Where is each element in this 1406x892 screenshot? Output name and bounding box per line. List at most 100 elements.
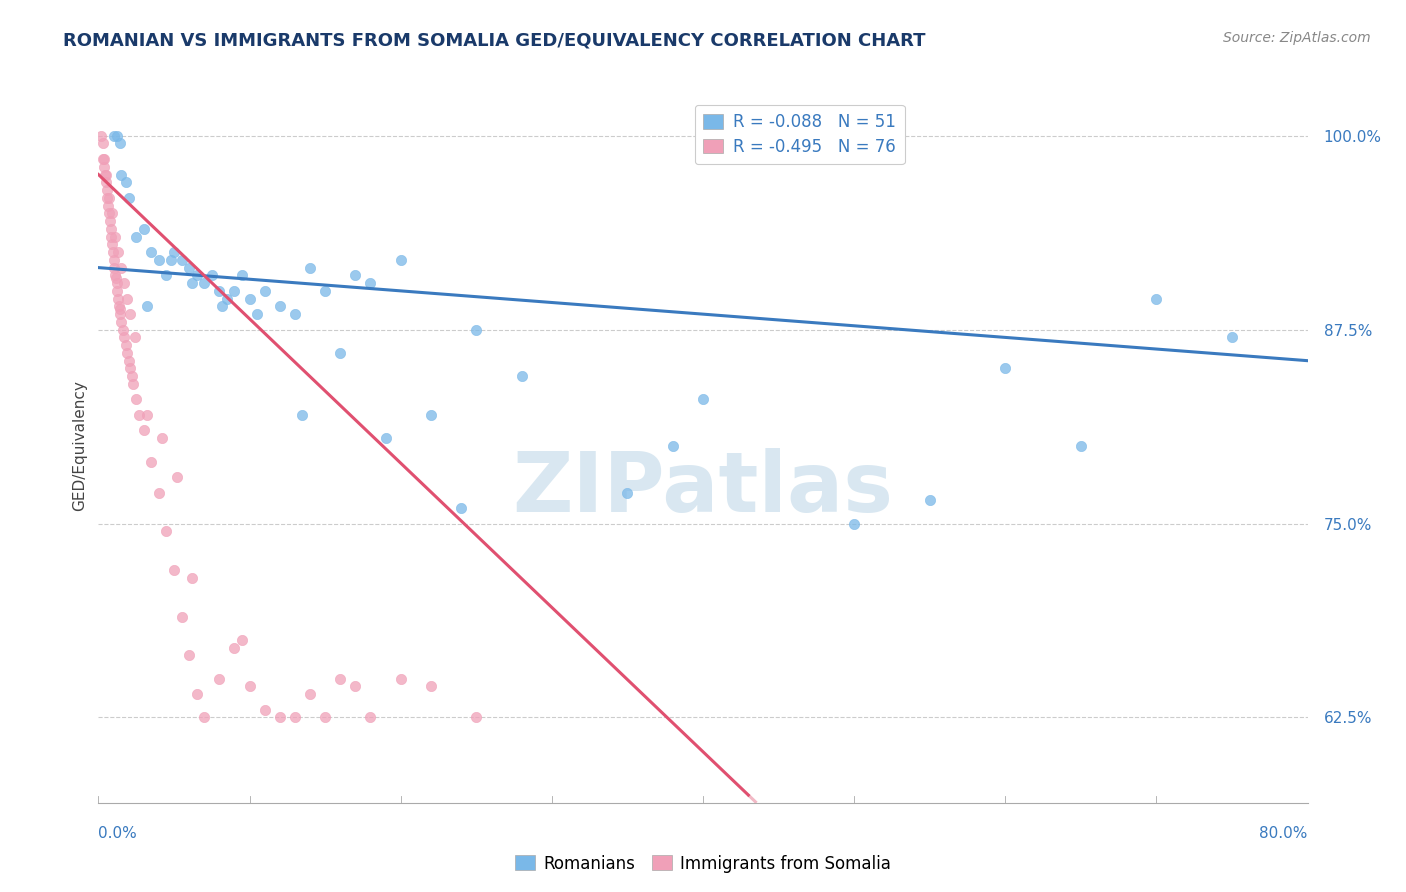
Point (616, 485, 638, 500)
Point (291, 408, 314, 422)
Point (110, 168, 132, 182)
Point (344, 268, 367, 283)
Point (94, 175, 117, 189)
Point (103, 252, 125, 267)
Point (253, 284, 276, 298)
Point (132, 222, 155, 236)
Point (224, 640, 246, 655)
Point (1146, 292, 1168, 306)
Point (141, 454, 163, 468)
Point (155, 268, 177, 283)
Point (103, 128, 125, 143)
Point (91, 152, 114, 166)
Point (91, 136, 114, 151)
Point (98, 206, 121, 220)
Point (110, 260, 132, 275)
Point (661, 439, 683, 453)
Point (125, 392, 148, 407)
Point (103, 260, 125, 275)
Point (120, 361, 142, 376)
Point (208, 284, 231, 298)
Point (120, 307, 142, 321)
Legend: R = -0.088   N = 51, R = -0.495   N = 76: R = -0.088 N = 51, R = -0.495 N = 76 (695, 104, 904, 164)
Text: 0.0%: 0.0% (98, 826, 138, 841)
Point (208, 672, 231, 686)
Point (510, 369, 533, 384)
Point (360, 710, 382, 724)
Point (111, 323, 134, 337)
Point (211, 299, 233, 313)
Point (239, 680, 262, 694)
Point (118, 191, 141, 205)
Point (420, 408, 443, 422)
Point (231, 632, 253, 647)
Point (107, 292, 129, 306)
Point (108, 299, 131, 313)
Point (246, 307, 269, 321)
Point (105, 276, 128, 290)
Point (141, 245, 163, 260)
Point (96, 183, 118, 197)
Point (110, 315, 132, 329)
Point (253, 703, 276, 717)
Point (284, 307, 307, 321)
Point (224, 284, 246, 298)
Point (179, 260, 201, 275)
Point (150, 431, 173, 445)
Point (107, 245, 129, 260)
Point (179, 648, 201, 663)
Point (101, 245, 124, 260)
Point (101, 206, 124, 220)
Point (148, 485, 170, 500)
Point (163, 245, 186, 260)
Point (186, 687, 208, 701)
Point (465, 323, 488, 337)
Point (135, 408, 157, 422)
Point (97, 198, 120, 212)
Point (994, 361, 1017, 376)
Point (104, 268, 127, 283)
Point (104, 229, 127, 244)
Point (115, 292, 138, 306)
Point (193, 710, 215, 724)
Point (160, 252, 183, 267)
Point (93, 160, 115, 174)
Point (166, 470, 188, 484)
Point (284, 710, 307, 724)
Point (124, 330, 146, 344)
Point (269, 299, 291, 313)
Y-axis label: GED/Equivalency: GED/Equivalency (72, 381, 87, 511)
Point (121, 369, 143, 384)
Text: 80.0%: 80.0% (1260, 826, 1308, 841)
Point (96, 191, 118, 205)
Point (118, 353, 141, 368)
Point (374, 431, 396, 445)
Point (128, 408, 150, 422)
Legend: Romanians, Immigrants from Somalia: Romanians, Immigrants from Somalia (509, 848, 897, 880)
Point (170, 609, 193, 624)
Point (132, 424, 155, 438)
Point (314, 284, 336, 298)
Point (100, 229, 122, 244)
Point (239, 292, 262, 306)
Point (465, 710, 488, 724)
Point (269, 710, 291, 724)
Point (90, 128, 112, 143)
Point (314, 710, 336, 724)
Point (1220, 330, 1243, 344)
Point (1070, 439, 1092, 453)
Point (98, 191, 121, 205)
Point (420, 680, 443, 694)
Point (155, 524, 177, 539)
Point (93, 152, 115, 166)
Point (193, 276, 215, 290)
Point (105, 128, 128, 143)
Point (94, 168, 117, 182)
Text: Source: ZipAtlas.com: Source: ZipAtlas.com (1223, 31, 1371, 45)
Point (215, 292, 238, 306)
Point (844, 516, 866, 531)
Point (329, 346, 352, 360)
Point (98, 214, 121, 228)
Point (389, 252, 412, 267)
Point (201, 268, 224, 283)
